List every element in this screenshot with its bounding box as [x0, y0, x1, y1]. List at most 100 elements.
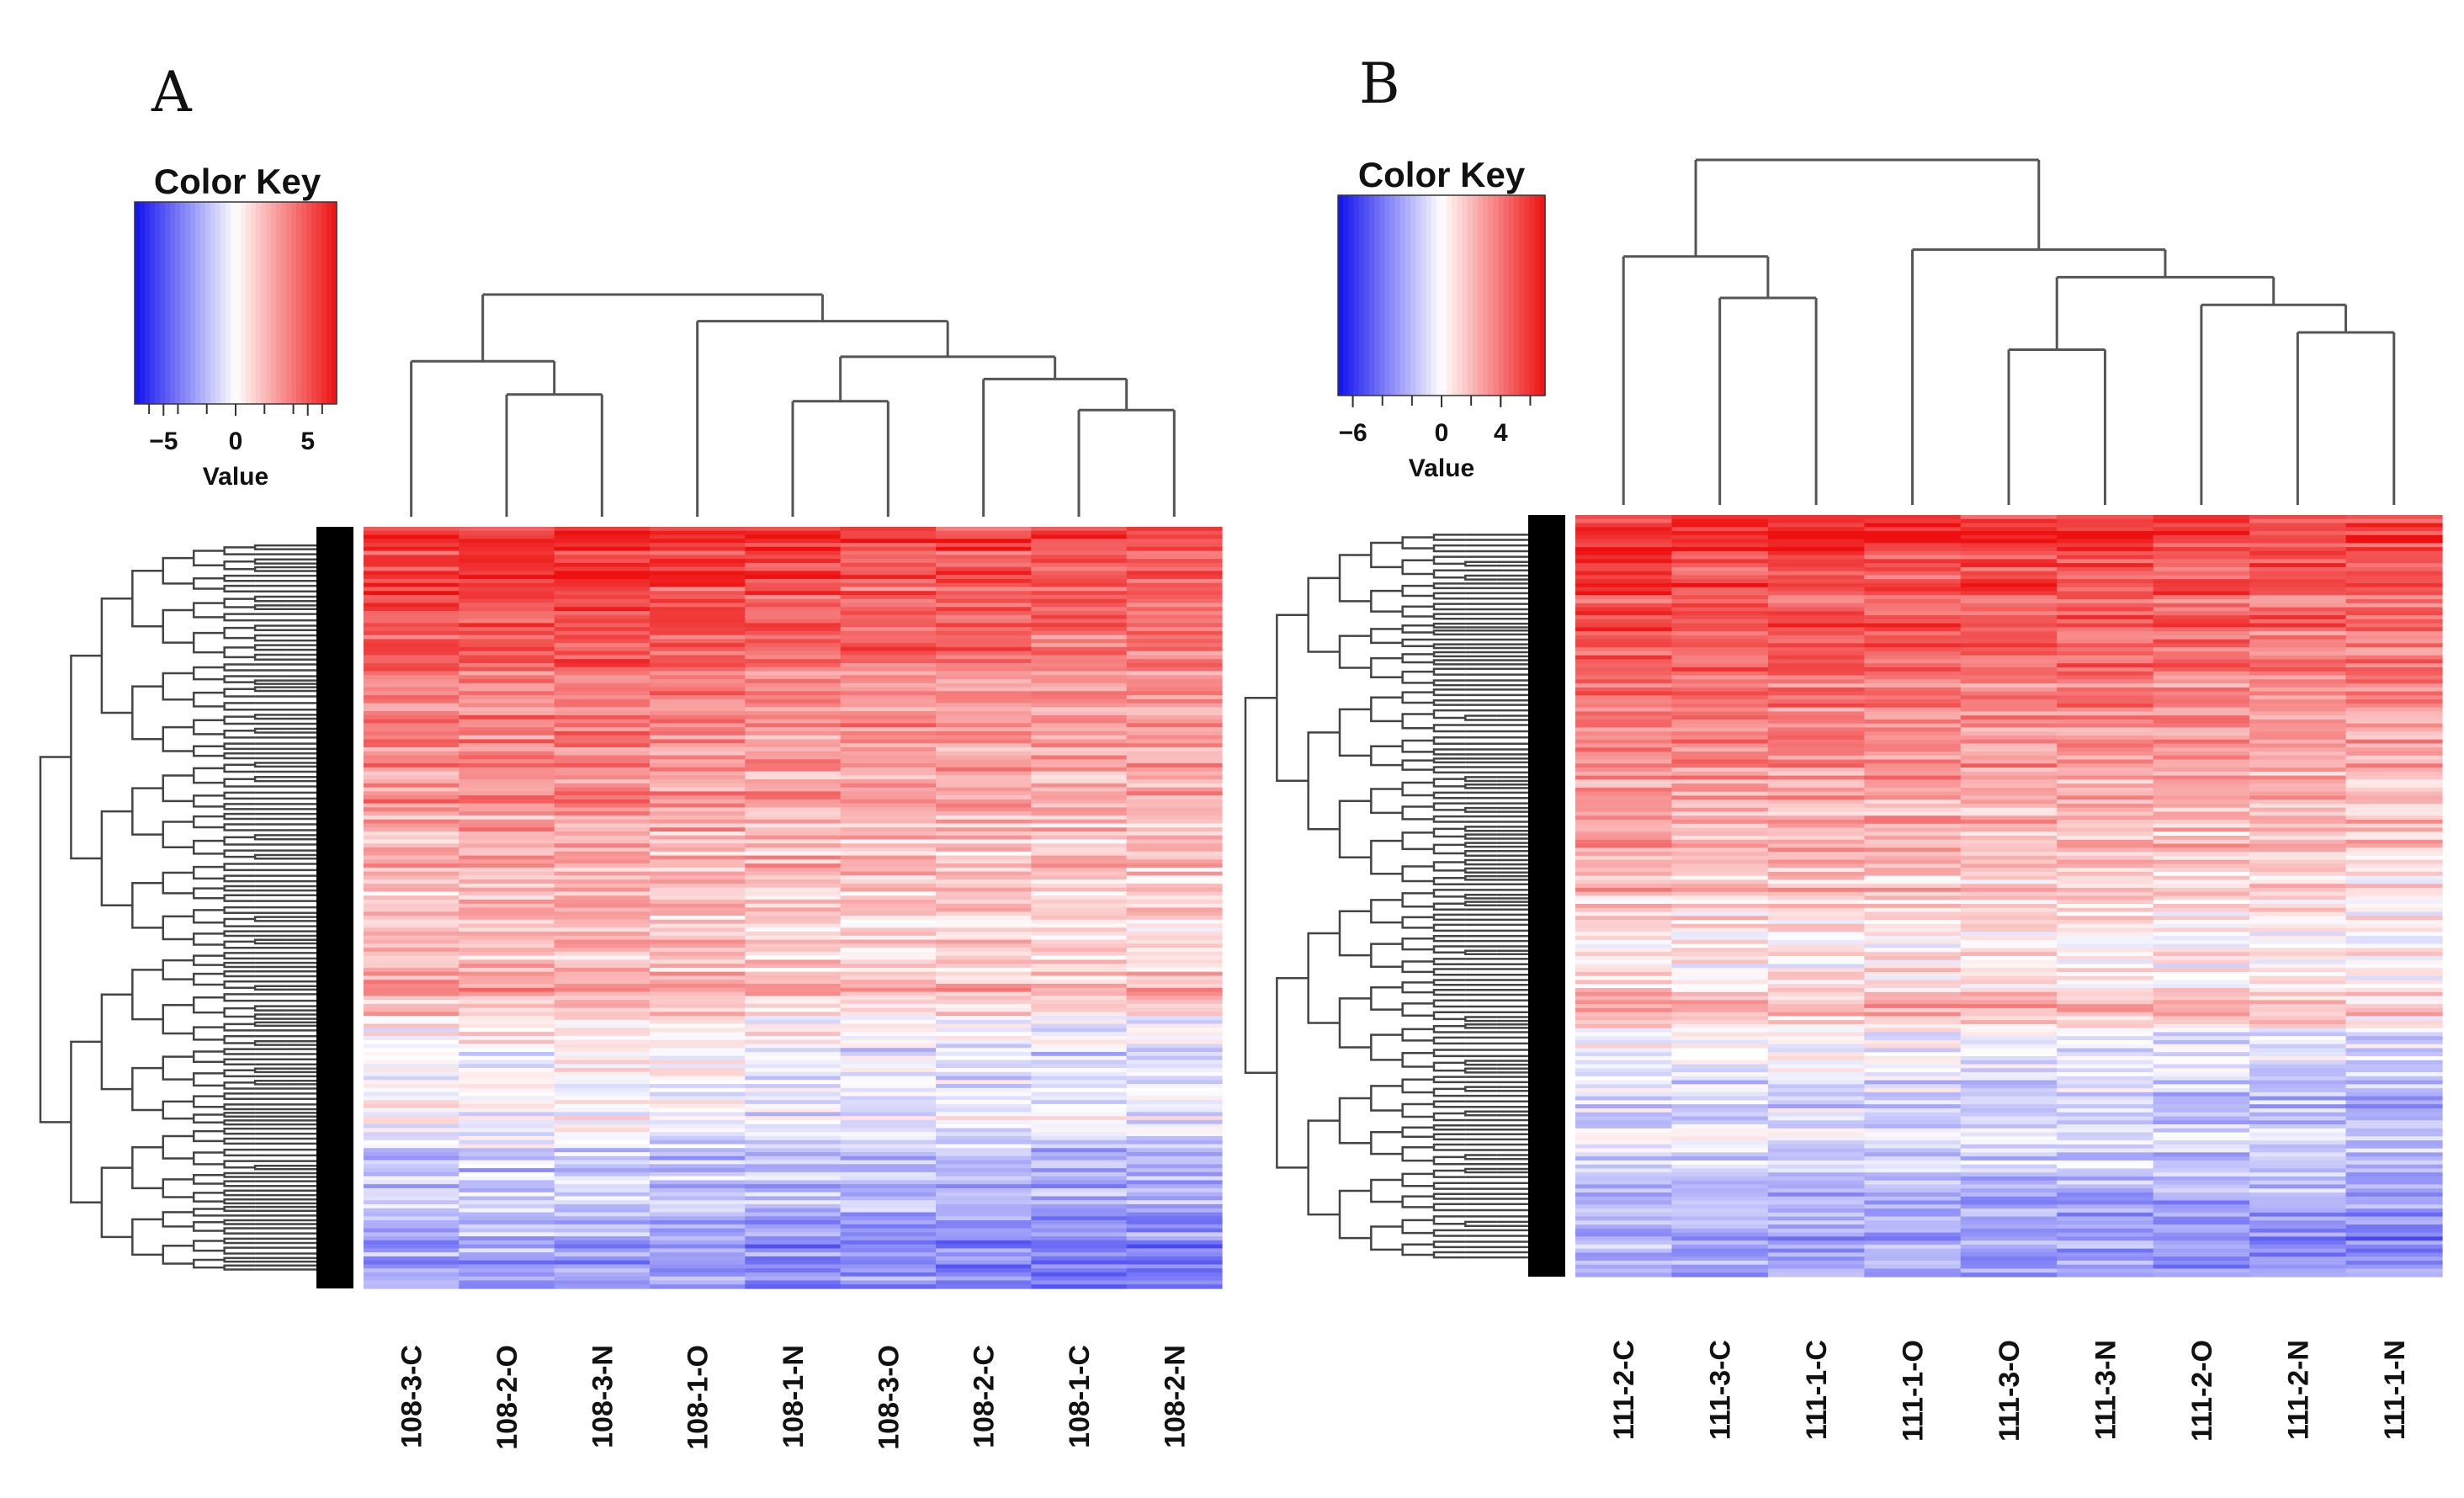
heatmap-cell	[650, 935, 746, 941]
heatmap-cell	[1575, 807, 1673, 813]
heatmap-cell	[1671, 895, 1769, 900]
heatmap-cell	[1767, 559, 1865, 564]
heatmap-cell	[1575, 707, 1673, 712]
heatmap-cell	[1126, 539, 1223, 544]
heatmap-cell	[840, 916, 937, 921]
heatmap-cell	[459, 771, 555, 776]
row-dendrogram-branch	[1432, 827, 1466, 838]
heatmap-cell	[1671, 671, 1769, 677]
heatmap-cell	[2153, 887, 2250, 893]
heatmap-cell	[840, 803, 937, 809]
heatmap-cell	[650, 984, 746, 989]
heatmap-cell	[1864, 531, 1962, 536]
heatmap-cell	[1575, 1064, 1673, 1069]
heatmap-cell	[1960, 643, 2058, 648]
heatmap-cell	[936, 651, 1032, 656]
row-dendrogram-branch	[1401, 1195, 1434, 1208]
heatmap-cell	[364, 811, 459, 816]
heatmap-cell	[2249, 623, 2347, 628]
heatmap-cell	[2345, 1264, 2443, 1270]
heatmap-cell	[840, 550, 937, 555]
heatmap-cell	[840, 839, 937, 844]
heatmap-cell	[840, 1252, 937, 1257]
heatmap-cell	[1864, 1084, 1962, 1089]
heatmap-cell	[1864, 779, 1962, 784]
heatmap-cell	[554, 1244, 651, 1249]
heatmap-cell	[364, 659, 459, 664]
heatmap-cell	[745, 703, 842, 708]
heatmap-cell	[2345, 1232, 2443, 1237]
heatmap-cell	[2057, 980, 2154, 985]
heatmap-cell	[2153, 635, 2250, 640]
heatmap-cell	[2153, 547, 2250, 552]
heatmap-cell	[840, 1155, 937, 1161]
heatmap-cell	[1575, 1236, 1673, 1241]
heatmap-cell	[1575, 683, 1673, 688]
heatmap-cell	[459, 787, 555, 792]
heatmap-cell	[745, 739, 842, 744]
heatmap-cell	[1671, 1052, 1769, 1057]
heatmap-cell	[1767, 895, 1865, 900]
heatmap-cell	[1671, 972, 1769, 977]
heatmap-cell	[364, 1108, 459, 1113]
heatmap-cell	[745, 1136, 842, 1141]
heatmap-cell	[745, 1068, 842, 1073]
heatmap-cell	[459, 932, 555, 937]
row-dendrogram-branch	[1401, 759, 1434, 771]
heatmap-cell	[364, 1035, 459, 1041]
heatmap-cell	[650, 767, 746, 773]
heatmap-cell	[1126, 1187, 1223, 1193]
heatmap-cell	[2153, 1076, 2250, 1081]
heatmap-cell	[364, 739, 459, 744]
heatmap-cell	[1126, 1076, 1223, 1081]
heatmap-cell	[1767, 932, 1865, 937]
heatmap-cell	[1031, 911, 1128, 916]
heatmap-cell	[1767, 579, 1865, 584]
heatmap-cell	[1767, 575, 1865, 580]
heatmap-cell	[2153, 1200, 2250, 1205]
row-dendrogram-branch	[1432, 989, 1466, 996]
heatmap-cell	[1031, 530, 1128, 536]
heatmap-cell	[1575, 675, 1673, 680]
heatmap-cell	[1031, 559, 1128, 564]
heatmap-cell	[1031, 1196, 1128, 1201]
heatmap-cell	[1126, 587, 1223, 592]
heatmap-cell	[2345, 1140, 2443, 1145]
heatmap-cell	[1960, 1204, 2058, 1209]
color-key-swatch	[1405, 195, 1411, 396]
heatmap-cell	[840, 727, 937, 732]
heatmap-cell	[2345, 811, 2443, 816]
heatmap-cell	[2153, 843, 2250, 848]
heatmap-cell	[364, 655, 459, 660]
row-dendrogram-branch	[223, 1198, 256, 1205]
heatmap-cell	[745, 667, 842, 672]
heatmap-cell	[2153, 1100, 2250, 1105]
heatmap-cell	[2249, 1000, 2347, 1005]
heatmap-cell	[2057, 859, 2154, 864]
heatmap-cell	[1126, 831, 1223, 837]
heatmap-cell	[554, 1212, 651, 1217]
heatmap-cell	[1575, 687, 1673, 693]
heatmap-cell	[745, 815, 842, 821]
heatmap-cell	[1575, 1260, 1673, 1266]
heatmap-cell	[745, 711, 842, 716]
heatmap-cell	[364, 1051, 459, 1057]
heatmap-cell	[936, 543, 1032, 548]
heatmap-cell	[2153, 595, 2250, 600]
heatmap-cell	[1031, 623, 1128, 628]
heatmap-cell	[2153, 1172, 2250, 1177]
heatmap-cell	[840, 1192, 937, 1198]
heatmap-cell	[745, 603, 842, 608]
heatmap-cell	[2057, 575, 2154, 580]
heatmap-cell	[2249, 779, 2347, 784]
heatmap-cell	[745, 911, 842, 916]
heatmap-cell	[459, 1228, 555, 1233]
heatmap-cell	[1767, 968, 1865, 973]
row-dendrogram-branch	[1464, 560, 1497, 567]
heatmap-cell	[2345, 643, 2443, 648]
heatmap-cell	[459, 1108, 555, 1113]
heatmap-cell	[936, 1232, 1032, 1237]
heatmap-cell	[1960, 1268, 2058, 1273]
sample-label: 111-3-O	[1994, 1340, 2026, 1442]
row-dendrogram-branch	[1464, 1067, 1497, 1074]
